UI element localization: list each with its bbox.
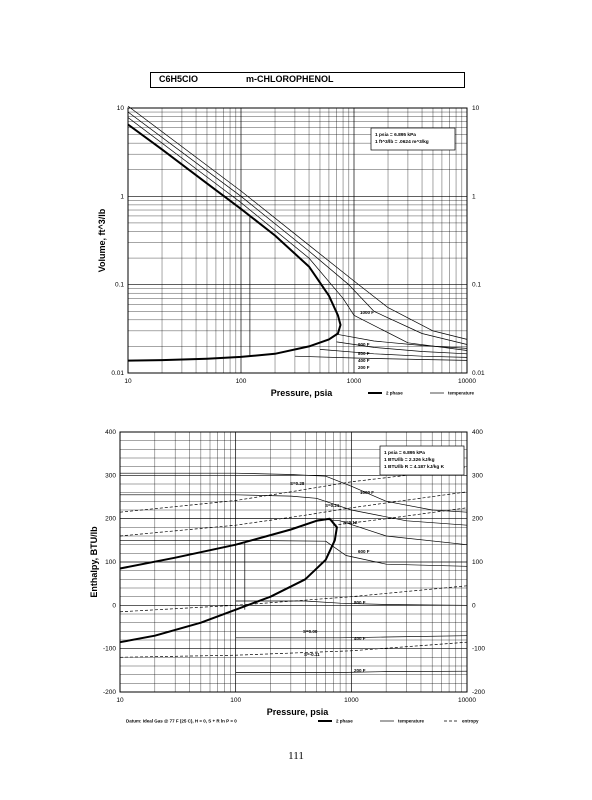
y-tick-label-right: 400: [472, 429, 483, 436]
conversion-note: 1 psia = 6.895 kPa: [375, 132, 416, 138]
title-box: C6H5ClO m-CHLOROPHENOL: [150, 72, 465, 88]
series-t-c: [120, 518, 468, 546]
y-tick-label: -100: [103, 646, 116, 653]
series-s-0-12: [333, 507, 468, 526]
y-tick-label-right: 0: [472, 602, 476, 609]
series-900-f: [336, 333, 468, 349]
curve-label: 900 F: [358, 342, 370, 347]
y-tick-label-right: 200: [472, 516, 483, 523]
x-tick-label: 10: [116, 697, 124, 704]
y-tick-label: 100: [105, 559, 116, 566]
x-tick-label: 10: [124, 378, 132, 385]
series-2-phase: [119, 517, 338, 644]
chart-2: 10 100 1000 10000-200-1000100200300400-200-…: [89, 429, 485, 724]
conversion-box: [370, 127, 456, 151]
series-s-0-21: [119, 491, 468, 537]
series-t1: [127, 117, 468, 351]
series-800-f: [235, 600, 468, 606]
y-tick-label: 0: [112, 602, 116, 609]
series-1000-f: [120, 472, 468, 513]
legend-label: 2 phase: [386, 391, 403, 396]
datum-footnote: Datum: Ideal Gas @ 77 F (25 C), H = 0, S…: [126, 719, 237, 724]
grid: [128, 108, 467, 373]
series-s-0-00: [119, 585, 468, 613]
chart-1: 10 100 1000 100000.010.11100.010.1110Pressu…: [97, 105, 485, 398]
y-tick-label-right: -200: [472, 689, 485, 696]
y-tick-label-right: 100: [472, 559, 483, 566]
y-tick-label-right: 10: [472, 105, 480, 112]
series-2-phase: [127, 123, 342, 362]
y-tick-label-right: 300: [472, 472, 483, 479]
series-s-0-28: [119, 466, 468, 513]
y-tick-label-right: -100: [472, 646, 485, 653]
curve-label: 800 F: [354, 600, 366, 605]
x-tick-label: 10000: [458, 378, 476, 385]
y-tick-label: 0.01: [111, 370, 124, 377]
y-axis-title: Enthalpy, BTU/lb: [89, 526, 99, 598]
y-tick-label: 10: [117, 105, 125, 112]
legend-label: entropy: [462, 719, 479, 724]
conversion-note: 1 ft^3/lb = .0624 m^3/kg: [375, 139, 429, 145]
y-tick-label-right: 0.01: [472, 370, 485, 377]
conversion-note: 1 BTU/lb = 2.326 kJ/kg: [384, 457, 435, 463]
series-t-b: [120, 494, 468, 526]
series-t2: [127, 111, 468, 345]
series-400-f: [235, 635, 468, 639]
curve-label: 200 F: [354, 668, 366, 673]
curve-label: S=0.00: [303, 629, 318, 634]
x-tick-label: 10000: [458, 697, 476, 704]
curve-label: S=0.12: [343, 520, 358, 525]
series-400-f: [319, 349, 468, 358]
conversion-note: 1 psia = 6.895 kPa: [384, 450, 425, 456]
x-tick-label: 100: [236, 378, 247, 385]
series-800-f: [336, 341, 468, 355]
x-axis-title: Pressure, psia: [271, 388, 334, 398]
page-number: 111: [288, 750, 304, 762]
series-200-f: [294, 355, 468, 361]
x-tick-label: 1000: [347, 378, 362, 385]
y-axis-title: Volume, ft^3/lb: [97, 208, 107, 272]
curve-label: S=0.21: [325, 503, 340, 508]
series-1000-f: [127, 105, 468, 340]
y-tick-label: 0.1: [115, 282, 124, 289]
curve-label: 200 F: [358, 365, 370, 370]
compound-name: m-CHLOROPHENOL: [246, 74, 334, 84]
curve-label: S=0.28: [290, 481, 305, 486]
series-200-f: [235, 670, 468, 673]
y-tick-label-right: 1: [472, 193, 476, 200]
y-tick-label: 300: [105, 472, 116, 479]
curve-label: 400 F: [358, 358, 370, 363]
series-600-f: [120, 539, 468, 567]
curve-label: 600 F: [358, 549, 370, 554]
legend-label: temperature: [398, 719, 425, 724]
y-tick-label: -200: [103, 689, 116, 696]
conversion-box: [379, 445, 465, 476]
plot-frame: [119, 431, 468, 693]
x-axis-title: Pressure, psia: [267, 707, 330, 717]
curve-label: 1000 F: [360, 310, 374, 315]
x-tick-label: 100: [230, 697, 241, 704]
legend-label: 2 phase: [336, 719, 353, 724]
curve-label: 800 F: [358, 351, 370, 356]
y-tick-label: 400: [105, 429, 116, 436]
x-tick-label: 1000: [344, 697, 359, 704]
plot-frame: [127, 107, 468, 374]
curve-label: S=-0.11: [304, 652, 320, 657]
curve-label: 1000 F: [360, 490, 374, 495]
y-tick-label-right: 0.1: [472, 282, 481, 289]
legend-label: temperature: [448, 391, 475, 396]
conversion-note: 1 BTU/lb R = 4.187 kJ/kg K: [384, 464, 445, 470]
series-s-0-11: [119, 641, 468, 658]
curve-label: 400 F: [354, 636, 366, 641]
y-tick-label: 1: [120, 193, 124, 200]
y-tick-label: 200: [105, 516, 116, 523]
chemical-formula: C6H5ClO: [159, 74, 199, 84]
